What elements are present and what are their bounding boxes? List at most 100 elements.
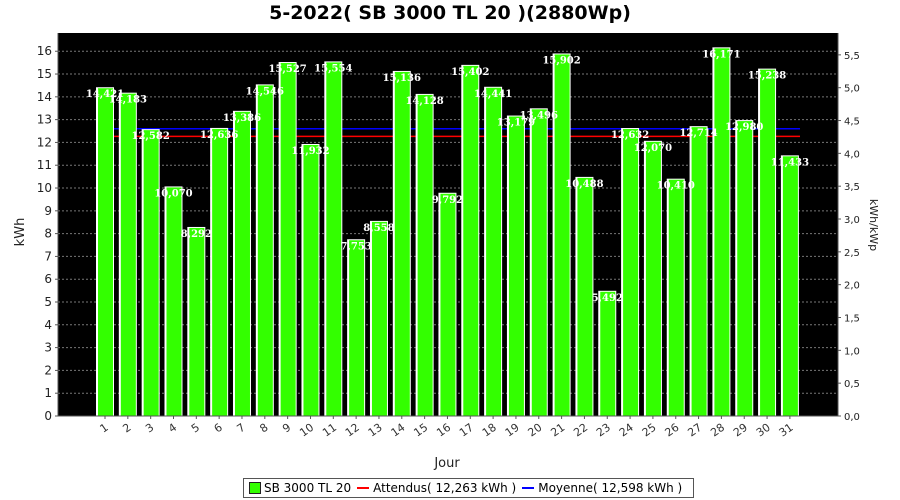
x-tick-label: 23 [594, 421, 613, 440]
y-right-tick-label: 3,5 [844, 182, 860, 193]
bar [326, 62, 342, 417]
x-tick-label: 20 [526, 421, 545, 440]
bar [280, 63, 296, 417]
y-right-tick-label: 4,5 [844, 117, 860, 128]
data-label: 7,753 [340, 241, 371, 252]
x-tick-label: 27 [685, 421, 704, 440]
data-label: 8,558 [363, 223, 394, 234]
bar [257, 85, 273, 416]
y-right-tick-label: 0,0 [844, 412, 860, 423]
bar [189, 227, 205, 416]
data-label: 14,441 [474, 89, 512, 100]
bar [120, 93, 136, 416]
x-tick-label: 8 [257, 421, 270, 436]
bar [440, 193, 456, 416]
bar [737, 121, 753, 416]
y-right-tick-label: 2,0 [844, 281, 860, 292]
legend-item-attendus: Attendus( 12,263 kWh ) [357, 481, 516, 495]
x-tick-label: 29 [731, 421, 750, 440]
data-label: 12,582 [132, 131, 170, 142]
y-right-tick-label: 2,5 [844, 248, 860, 259]
bar [212, 128, 228, 416]
x-tick-label: 9 [280, 421, 293, 436]
data-label: 12,070 [634, 143, 672, 154]
legend-label-production: SB 3000 TL 20 [264, 481, 352, 495]
data-label: 13,496 [520, 110, 558, 121]
bar [600, 291, 616, 416]
data-label: 14,128 [405, 96, 443, 107]
x-tick-label: 6 [212, 421, 225, 436]
y-right-tick-label: 1,5 [844, 314, 860, 325]
y-right-tick-label: 4,0 [844, 149, 860, 160]
bar [486, 87, 502, 416]
y-tick-label: 14 [37, 90, 52, 104]
bar [577, 177, 593, 416]
x-tick-label: 7 [235, 421, 248, 436]
y-right-tick-label: 1,0 [844, 346, 860, 357]
legend: SB 3000 TL 20 Attendus( 12,263 kWh ) Moy… [243, 478, 695, 498]
y-tick-label: 12 [37, 135, 52, 149]
y-tick-label: 7 [44, 249, 52, 263]
data-label: 5,492 [592, 293, 623, 304]
data-label: 16,171 [702, 49, 740, 60]
bar [303, 144, 319, 416]
legend-swatch-production [249, 482, 261, 494]
data-label: 15,136 [383, 73, 421, 84]
data-label: 10,410 [657, 181, 695, 192]
y-tick-label: 3 [44, 341, 52, 355]
y-tick-label: 4 [44, 318, 52, 332]
bar [371, 221, 387, 416]
data-label: 8,292 [181, 229, 212, 240]
x-tick-label: 3 [143, 421, 156, 436]
bar [143, 130, 159, 417]
y-tick-label: 9 [44, 204, 52, 218]
bar [394, 71, 410, 416]
data-label: 13,386 [223, 113, 261, 124]
x-tick-label: 26 [663, 421, 682, 440]
x-tick-label: 1 [98, 421, 111, 436]
x-tick-label: 13 [366, 421, 385, 440]
legend-line-attendus [357, 487, 370, 489]
x-tick-label: 16 [434, 421, 453, 440]
data-label: 15,238 [748, 71, 786, 82]
y-tick-label: 0 [44, 409, 52, 423]
y-right-tick-label: 5,5 [844, 51, 860, 62]
bar [668, 179, 684, 416]
x-tick-label: 30 [754, 421, 773, 440]
chart-title: 5-2022( SB 3000 TL 20 )(2880Wp) [269, 2, 631, 24]
x-tick-label: 12 [343, 421, 362, 440]
data-label: 15,527 [268, 64, 306, 75]
bar [349, 240, 365, 416]
x-tick-label: 19 [503, 421, 522, 440]
bar [645, 141, 661, 416]
data-label: 11,932 [291, 146, 329, 157]
bar [782, 156, 798, 416]
y-tick-label: 16 [37, 44, 52, 58]
legend-item-moyenne: Moyenne( 12,598 kWh ) [522, 481, 682, 495]
data-label: 15,402 [451, 67, 489, 78]
legend-line-moyenne [522, 487, 535, 489]
y-tick-label: 13 [37, 113, 52, 127]
data-label: 14,183 [109, 95, 147, 106]
x-tick-label: 4 [166, 421, 179, 436]
data-label: 12,714 [679, 128, 717, 139]
y-tick-label: 2 [44, 363, 52, 377]
data-label: 14,421 [86, 89, 124, 100]
bar [98, 88, 113, 416]
bar-series [96, 47, 799, 417]
x-tick-label: 31 [777, 421, 796, 440]
y-right-tick-label: 0,5 [844, 379, 860, 390]
bar [691, 127, 707, 417]
x-tick-label: 28 [708, 421, 727, 440]
bar [463, 65, 479, 417]
y-tick-label: 6 [44, 272, 52, 286]
y-right-tick-label: 5,0 [844, 84, 860, 95]
data-label: 12,980 [725, 122, 763, 133]
x-tick-label: 24 [617, 421, 636, 440]
data-label: 12,636 [200, 130, 238, 141]
data-label: 10,488 [565, 179, 603, 190]
x-tick-label: 11 [320, 421, 339, 440]
data-label: 11,433 [771, 157, 809, 168]
x-tick-label: 25 [640, 421, 659, 440]
